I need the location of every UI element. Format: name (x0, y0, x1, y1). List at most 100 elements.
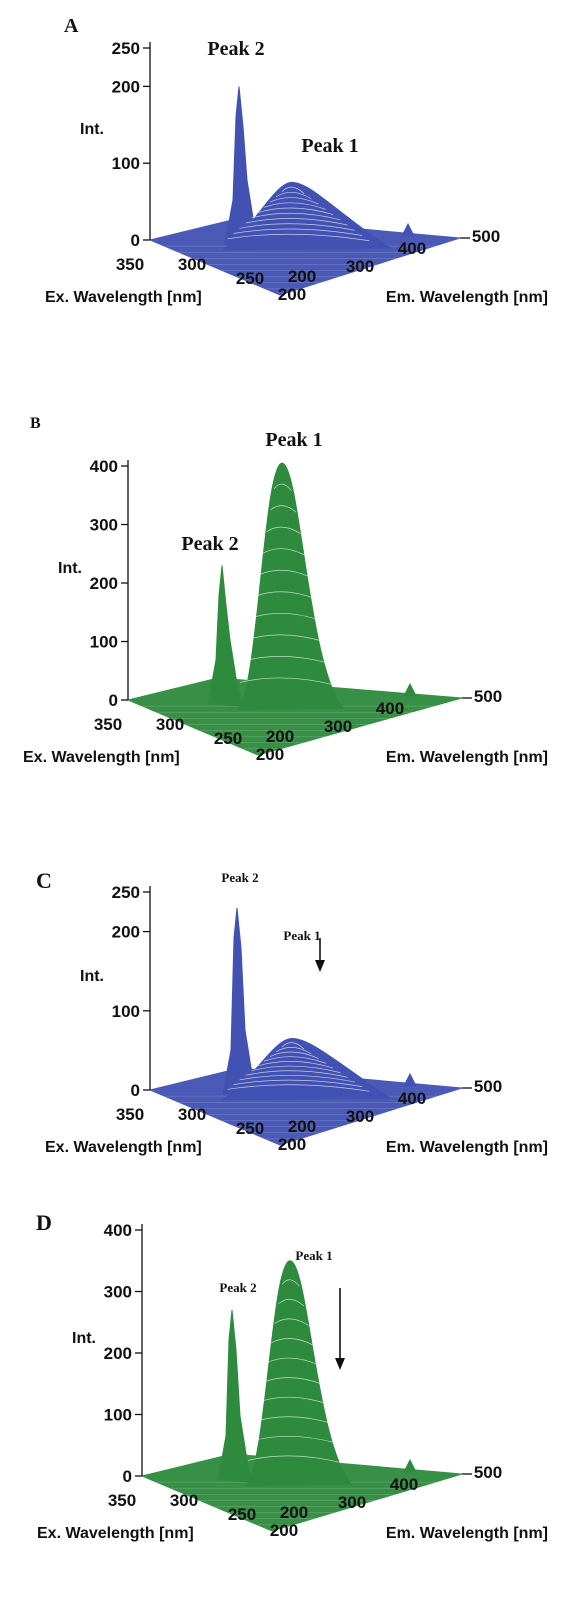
z-tick-label: 300 (90, 516, 118, 535)
surface-bump (403, 1072, 417, 1087)
panel-d: D 0 100 200 300 400 Int. 350 300 250 200 Ex. Wavel… (0, 1200, 571, 1598)
ex-tick-label: 300 (170, 1491, 198, 1510)
peak-1-contour (245, 1070, 348, 1078)
em-tick-label: 200 (288, 1117, 316, 1136)
ex-axis-label: Ex. Wavelength [nm] (23, 749, 180, 766)
peak-1-contour (251, 612, 319, 621)
ex-tick-label: 300 (178, 1105, 206, 1124)
peak-1-contour (275, 192, 312, 200)
peak-1-contour (243, 656, 328, 664)
peak-1-contour (262, 548, 306, 556)
z-axis-label: Int. (80, 121, 104, 138)
ex-tick-label: 350 (116, 255, 144, 274)
ex-tick-label: 300 (156, 715, 184, 734)
em-tick-label: 400 (398, 1089, 426, 1108)
panel-a: A 0 100 200 250 Int. 350 300 250 200 Ex. Waveleng… (0, 0, 571, 330)
z-tick-label: 0 (131, 231, 140, 250)
z-axis-label: Int. (72, 1330, 96, 1347)
ex-tick-label: 250 (228, 1505, 256, 1524)
peak-1-contour (259, 1396, 327, 1405)
z-tick-label: 400 (90, 457, 118, 476)
peak-1-contour (227, 233, 370, 242)
em-tick-label: 200 (288, 267, 316, 286)
peak-1-contour (227, 1084, 370, 1092)
peak-1-label: Peak 1 (295, 1248, 332, 1263)
peak-1-contour (257, 207, 334, 215)
panel-b: B 0 100 200 300 400 Int. 350 300 250 200 Ex. Wavel… (0, 400, 571, 800)
ex-tick-label: 200 (278, 285, 306, 304)
panel-letter: C (36, 868, 52, 893)
peak-2-surface (222, 907, 258, 1097)
peak-1-contour (247, 634, 324, 642)
ex-tick-label: 200 (256, 745, 284, 764)
z-tick-label: 0 (123, 1467, 132, 1486)
ex-tick-label: 200 (278, 1135, 306, 1154)
surface-plot-d: D 0 100 200 300 400 Int. 350 300 250 200 Ex. Wavel… (36, 1210, 548, 1542)
em-tick-label: 300 (346, 257, 374, 276)
peak-1-contour (274, 1318, 309, 1326)
panel-letter: D (36, 1210, 52, 1235)
peak-1-surface (236, 462, 345, 711)
ex-axis-label: Ex. Wavelength [nm] (37, 1525, 194, 1542)
em-axis-label: Em. Wavelength [nm] (386, 1139, 548, 1156)
peak-1-contour (263, 202, 326, 210)
z-tick-label: 200 (104, 1344, 132, 1363)
plot-b: 0 100 200 300 400 Int. 350 300 250 200 Ex. Wavelen… (23, 429, 548, 766)
peak-1-contour (266, 526, 301, 534)
em-tick-label: 300 (338, 1493, 366, 1512)
peak-1-contour (239, 1075, 355, 1083)
peak-1-contour (269, 197, 319, 205)
z-tick-label: 0 (109, 691, 118, 710)
peak-1-label: Peak 1 (301, 135, 358, 157)
z-tick-label: 0 (131, 1081, 140, 1100)
em-tick-label: 500 (474, 687, 502, 706)
peak-2-label: Peak 2 (219, 1280, 256, 1295)
surface-plot-c: C 0 100 200 250 Int. 350 300 250 200 Ex. Waveleng… (36, 868, 548, 1156)
ex-axis-label: Ex. Wavelength [nm] (45, 1139, 202, 1156)
peak-1-label: Peak 1 (265, 429, 322, 451)
peak-1-contour (255, 1416, 332, 1424)
peak-1-label: Peak 1 (283, 928, 320, 943)
z-tick-label: 200 (90, 574, 118, 593)
peak-1-contour (269, 1051, 319, 1059)
peak-1-contour (270, 1338, 314, 1346)
peak-1-contour (257, 1061, 334, 1069)
peak-1-contour (247, 1455, 341, 1463)
peak-1-contour (273, 483, 292, 491)
plot-d: 0 100 200 300 400 Int. 350 300 250 200 Ex. Wavelen… (37, 1221, 548, 1542)
ex-tick-label: 350 (116, 1105, 144, 1124)
z-tick-label: 200 (112, 923, 140, 942)
peak-2-label: Peak 2 (221, 870, 258, 885)
panel-letter: A (64, 15, 79, 37)
em-tick-label: 500 (474, 1463, 502, 1482)
peak-1-contour (263, 1377, 323, 1385)
em-tick-label: 300 (324, 717, 352, 736)
z-tick-label: 250 (112, 883, 140, 902)
peak-1-contour (251, 212, 341, 221)
em-tick-label: 400 (390, 1475, 418, 1494)
z-tick-label: 300 (104, 1283, 132, 1302)
ex-tick-label: 350 (108, 1491, 136, 1510)
em-tick-label: 500 (472, 227, 500, 246)
ex-tick-label: 250 (214, 729, 242, 748)
z-tick-label: 100 (90, 633, 118, 652)
peak-2-label: Peak 2 (207, 38, 264, 60)
em-tick-label: 500 (474, 1077, 502, 1096)
surface-plot-b: B 0 100 200 300 400 Int. 350 300 250 200 Ex. Wavel… (23, 415, 548, 766)
peak-1-contour (239, 677, 333, 685)
arrow-head (315, 960, 325, 972)
panel-letter: B (30, 415, 41, 432)
ex-tick-label: 300 (178, 255, 206, 274)
z-axis-label: Int. (58, 560, 82, 577)
peak-1-contour (266, 1357, 318, 1365)
peak-1-contour (239, 223, 355, 231)
z-tick-label: 100 (104, 1406, 132, 1425)
peak-1-contour (275, 1047, 312, 1055)
peak-1-contour (251, 1436, 336, 1444)
peak-2-surface (207, 565, 243, 707)
peak-1-contour (278, 1299, 305, 1307)
ex-tick-label: 350 (94, 715, 122, 734)
peak-1-contour (270, 505, 297, 513)
em-tick-label: 200 (280, 1503, 308, 1522)
panel-c: C 0 100 200 250 Int. 350 300 250 200 Ex. Waveleng… (0, 860, 571, 1200)
